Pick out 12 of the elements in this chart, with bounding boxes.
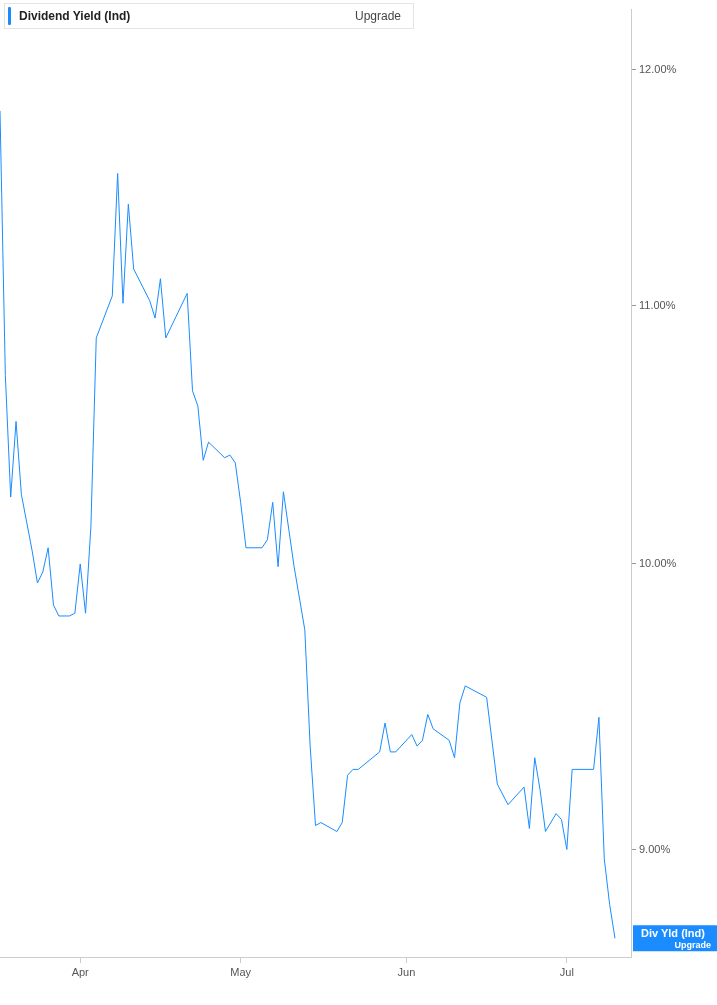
x-tick-label: Jun — [397, 965, 416, 978]
x-tick-label: May — [230, 965, 252, 978]
y-tick-label: 10.00% — [639, 557, 677, 570]
y-tick-label: 12.00% — [639, 62, 677, 75]
x-tick-label: Apr — [71, 965, 90, 978]
legend-label: Dividend Yield (Ind) — [19, 9, 131, 23]
y-tick-label: 11.00% — [639, 298, 676, 311]
x-tick-label: Jul — [559, 965, 574, 978]
y-tick-label: 9.00% — [639, 842, 671, 855]
annotation: Upgrade — [354, 9, 401, 23]
text: Upgrade — [674, 939, 711, 950]
text: Div Yld (Ind) — [641, 927, 706, 940]
